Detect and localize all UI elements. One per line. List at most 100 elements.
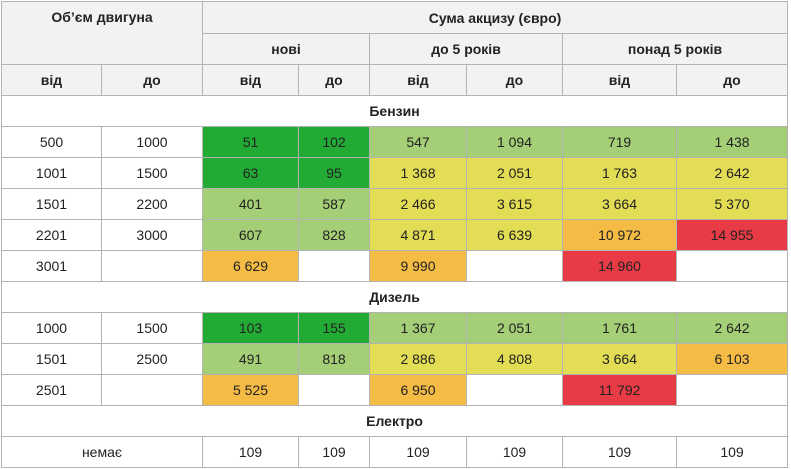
group-under5-header: до 5 років xyxy=(369,33,563,65)
volume-to-cell xyxy=(101,250,203,282)
to-header: до xyxy=(298,64,370,96)
value-cell xyxy=(298,250,370,282)
to-header: до xyxy=(101,64,203,96)
value-cell: 109 xyxy=(675,436,789,468)
value-cell: 109 xyxy=(369,436,467,468)
table-row: немає 109 109 109 109 109 109 xyxy=(1,436,789,468)
value-cell: 5 370 xyxy=(675,188,789,220)
to-header: до xyxy=(466,64,563,96)
value-cell: 4 808 xyxy=(466,343,563,375)
volume-to-cell: 1500 xyxy=(101,157,203,189)
volume-to-cell: 2200 xyxy=(101,188,203,220)
group-over5-header: понад 5 років xyxy=(561,33,789,65)
volume-from-cell: 1001 xyxy=(1,157,102,189)
value-cell: 63 xyxy=(202,157,299,189)
table-row: 500 1000 51 102 547 1 094 719 1 438 xyxy=(1,126,789,158)
value-cell: 2 642 xyxy=(675,157,789,189)
value-cell: 109 xyxy=(562,436,677,468)
value-cell: 1 761 xyxy=(562,312,677,344)
value-cell: 14 955 xyxy=(675,219,789,251)
value-cell xyxy=(675,250,789,282)
volume-from-cell: 500 xyxy=(1,126,102,158)
value-cell: 1 094 xyxy=(466,126,563,158)
volume-to-cell: 2500 xyxy=(101,343,203,375)
volume-to-cell: 1000 xyxy=(101,126,203,158)
value-cell: 6 103 xyxy=(675,343,789,375)
from-header: від xyxy=(1,64,102,96)
value-cell: 4 871 xyxy=(369,219,467,251)
value-cell: 155 xyxy=(298,312,370,344)
group-new-header: нові xyxy=(202,33,370,65)
value-cell xyxy=(466,250,563,282)
volume-to-cell: 3000 xyxy=(101,219,203,251)
table-body-electric: Електро немає 109 109 109 109 109 109 xyxy=(0,405,789,468)
value-cell: 14 960 xyxy=(562,250,677,282)
volume-from-cell: 2201 xyxy=(1,219,102,251)
value-cell: 2 466 xyxy=(369,188,467,220)
table-row: 1001 1500 63 95 1 368 2 051 1 763 2 642 xyxy=(1,157,789,189)
value-cell: 2 886 xyxy=(369,343,467,375)
value-cell: 2 051 xyxy=(466,312,563,344)
section-title-electric: Електро xyxy=(0,405,789,437)
value-cell: 6 639 xyxy=(466,219,563,251)
value-cell: 3 664 xyxy=(562,188,677,220)
table-row: 1501 2500 491 818 2 886 4 808 3 664 6 103 xyxy=(1,343,789,375)
value-cell: 547 xyxy=(369,126,467,158)
value-cell: 1 368 xyxy=(369,157,467,189)
value-cell: 587 xyxy=(298,188,370,220)
value-cell xyxy=(675,374,789,406)
value-cell: 11 792 xyxy=(562,374,677,406)
value-cell: 1 438 xyxy=(675,126,789,158)
value-cell: 103 xyxy=(202,312,299,344)
section-title-petrol: Бензин xyxy=(0,95,789,127)
value-cell: 3 664 xyxy=(562,343,677,375)
value-cell: 2 051 xyxy=(466,157,563,189)
value-cell: 828 xyxy=(298,219,370,251)
table-row: 1000 1500 103 155 1 367 2 051 1 761 2 642 xyxy=(1,312,789,344)
value-cell: 3 615 xyxy=(466,188,563,220)
volume-from-cell: 3001 xyxy=(1,250,102,282)
value-cell: 1 763 xyxy=(562,157,677,189)
section-title-diesel: Дизель xyxy=(0,281,789,313)
value-cell: 109 xyxy=(466,436,563,468)
volume-to-cell: 1500 xyxy=(101,312,203,344)
from-header: від xyxy=(562,64,677,96)
value-cell: 109 xyxy=(298,436,370,468)
to-header: до xyxy=(675,64,789,96)
table-row: 2201 3000 607 828 4 871 6 639 10 972 14 955 xyxy=(1,219,789,251)
value-cell: 9 990 xyxy=(369,250,467,282)
volume-from-cell: 2501 xyxy=(1,374,102,406)
value-cell: 2 642 xyxy=(675,312,789,344)
table-body: Бензин 500 1000 51 102 547 1 094 719 1 438 1001 1… xyxy=(0,95,789,282)
volume-from-cell: 1501 xyxy=(1,343,102,375)
engine-volume-header: Об’єм двигуна xyxy=(1,1,203,65)
electric-volume-cell: немає xyxy=(1,436,203,468)
value-cell xyxy=(298,374,370,406)
table-row: 1501 2200 401 587 2 466 3 615 3 664 5 370 xyxy=(1,188,789,220)
value-cell: 6 950 xyxy=(369,374,467,406)
value-cell: 10 972 xyxy=(562,219,677,251)
value-cell: 401 xyxy=(202,188,299,220)
value-cell: 5 525 xyxy=(202,374,299,406)
table-body-diesel: Дизель 1000 1500 103 155 1 367 2 051 1 761 2 64… xyxy=(0,281,789,406)
value-cell: 109 xyxy=(202,436,299,468)
value-cell: 818 xyxy=(298,343,370,375)
excise-sum-header: Сума акцизу (євро) xyxy=(201,1,789,34)
value-cell: 102 xyxy=(298,126,370,158)
volume-from-cell: 1501 xyxy=(1,188,102,220)
value-cell: 607 xyxy=(202,219,299,251)
table-row: 3001 6 629 9 990 14 960 xyxy=(1,250,789,282)
value-cell: 95 xyxy=(298,157,370,189)
value-cell: 719 xyxy=(562,126,677,158)
value-cell: 491 xyxy=(202,343,299,375)
value-cell: 6 629 xyxy=(202,250,299,282)
table-row: 2501 5 525 6 950 11 792 xyxy=(1,374,789,406)
volume-to-cell xyxy=(101,374,203,406)
value-cell: 51 xyxy=(202,126,299,158)
value-cell: 1 367 xyxy=(369,312,467,344)
from-header: від xyxy=(369,64,467,96)
value-cell xyxy=(466,374,563,406)
volume-from-cell: 1000 xyxy=(1,312,102,344)
from-header: від xyxy=(202,64,299,96)
